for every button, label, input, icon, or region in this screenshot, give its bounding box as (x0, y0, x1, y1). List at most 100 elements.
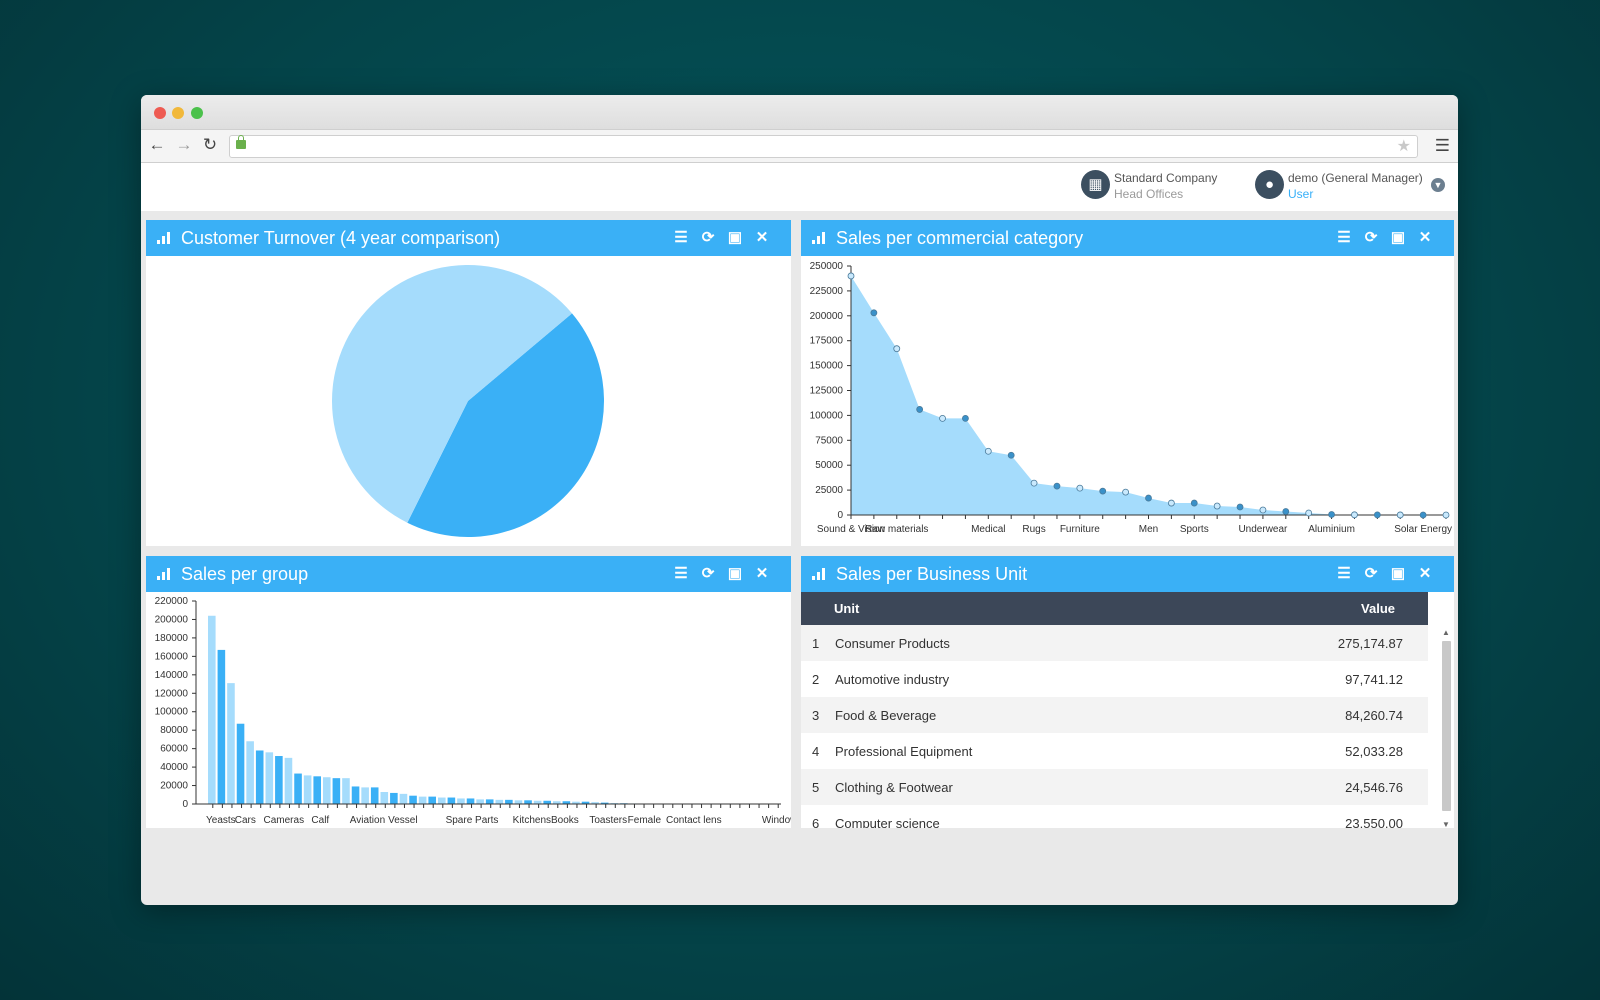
y-tick-label: 250000 (810, 261, 844, 272)
table-row[interactable]: 3 Food & Beverage 84,260.74 (801, 697, 1428, 733)
bar (380, 792, 389, 804)
bar (313, 776, 321, 804)
table-row[interactable]: 4 Professional Equipment 52,033.28 (801, 733, 1428, 769)
panel-title: Sales per Business Unit (836, 564, 1028, 584)
close-icon[interactable]: ✕ (755, 565, 769, 582)
bar (447, 797, 456, 804)
close-icon[interactable]: ✕ (755, 229, 769, 246)
bar-chart: 0 20000 40000 60000 80000 100000 120000 140000 1… (155, 596, 791, 826)
table-row[interactable]: 1 Consumer Products 275,174.87 (801, 625, 1428, 661)
x-tick-label: Underwear (1238, 524, 1288, 535)
close-icon[interactable]: ✕ (1418, 565, 1432, 582)
data-point (1305, 509, 1313, 517)
row-number: 5 (812, 779, 820, 795)
x-tick-label: Windows (762, 815, 791, 826)
pie-slice (407, 313, 604, 537)
maximize-icon[interactable]: ▣ (727, 229, 743, 246)
y-tick-label: 140000 (155, 670, 189, 681)
bar (418, 796, 427, 804)
y-tick-label: 225000 (810, 286, 844, 297)
bar (572, 801, 580, 804)
bar (342, 778, 350, 804)
bar (524, 800, 532, 804)
bar (361, 787, 369, 804)
x-tick-label: Furniture (1060, 524, 1100, 535)
address-bar[interactable]: ★ (229, 135, 1418, 158)
row-unit: Automotive industry (835, 671, 950, 687)
pie-chart (332, 264, 604, 537)
bar (466, 798, 475, 804)
scroll-up-icon[interactable]: ▲ (1442, 628, 1450, 637)
scroll-down-icon[interactable]: ▼ (1442, 820, 1450, 828)
x-tick-label: Men (1139, 524, 1158, 535)
row-number: 1 (812, 635, 820, 651)
hamburger-icon[interactable]: ☰ (674, 565, 688, 582)
maximize-icon[interactable]: ▣ (727, 565, 743, 582)
column-header-value[interactable]: Value (1361, 601, 1395, 616)
bar (438, 797, 446, 804)
bar (485, 799, 494, 804)
bar (390, 792, 398, 804)
data-point (984, 447, 992, 455)
table-row[interactable]: 6 Computer science 23,550.00 (801, 805, 1428, 828)
column-header-unit[interactable]: Unit (834, 601, 860, 616)
hamburger-icon[interactable]: ☰ (1337, 229, 1351, 246)
chevron-down-icon[interactable]: ▼ (1431, 178, 1445, 192)
table-header-row: Unit Value (801, 592, 1428, 625)
y-tick-label: 220000 (155, 596, 189, 607)
table-row[interactable]: 2 Automotive industry 97,741.12 (801, 661, 1428, 697)
data-point (1076, 484, 1084, 492)
y-tick-label: 120000 (155, 688, 189, 699)
panel-title: Customer Turnover (4 year comparison) (181, 228, 501, 248)
panel-header: Sales per group ☰ ⟳ ▣ ✕ (146, 556, 791, 592)
maximize-icon[interactable]: ▣ (1390, 229, 1406, 246)
table-row[interactable]: 5 Clothing & Footwear 24,546.76 (801, 769, 1428, 805)
bar (275, 756, 283, 804)
hamburger-icon[interactable]: ☰ (674, 229, 688, 246)
bar (591, 802, 599, 804)
maximize-icon[interactable]: ▣ (1390, 565, 1406, 582)
x-tick-label: Cars (235, 815, 256, 826)
data-point (1213, 502, 1221, 510)
hamburger-icon[interactable]: ☰ (1337, 565, 1351, 582)
data-point (916, 406, 924, 413)
business-unit-table: Unit Value 1 Consumer Products 275,174.8… (801, 592, 1428, 828)
reload-icon[interactable]: ↻ (202, 135, 218, 154)
scrollbar-thumb[interactable] (1442, 641, 1451, 811)
bar (476, 799, 484, 804)
row-number: 3 (812, 707, 820, 723)
bar (533, 800, 542, 804)
hamburger-icon[interactable]: ☰ (1434, 136, 1450, 155)
window-titlebar (141, 95, 1458, 129)
bar (294, 773, 302, 804)
y-tick-label: 25000 (815, 485, 843, 496)
data-point (1053, 482, 1061, 490)
row-unit: Computer science (835, 815, 940, 829)
data-point (893, 345, 901, 353)
company-branch: Head Offices (1114, 187, 1184, 201)
data-point (1030, 479, 1038, 487)
minimize-window-button[interactable] (172, 107, 184, 119)
refresh-icon[interactable]: ⟳ (1364, 229, 1378, 246)
maximize-window-button[interactable] (191, 107, 203, 119)
row-number: 6 (812, 815, 820, 829)
data-point (847, 272, 855, 280)
area-series (851, 275, 1446, 515)
close-window-button[interactable] (154, 107, 166, 119)
bar-chart-icon (812, 232, 826, 244)
refresh-icon[interactable]: ⟳ (701, 565, 715, 582)
refresh-icon[interactable]: ⟳ (1364, 565, 1378, 582)
bar (505, 799, 513, 804)
table-scrollbar[interactable]: ▲ ▼ (1440, 628, 1452, 828)
x-tick-label: Medical (971, 524, 1005, 535)
y-tick-label: 200000 (810, 311, 844, 322)
data-point (1328, 511, 1335, 518)
star-icon[interactable]: ★ (1396, 138, 1411, 155)
data-point (1351, 511, 1358, 519)
back-icon[interactable]: ← (148, 135, 166, 154)
forward-icon[interactable]: → (175, 135, 193, 154)
refresh-icon[interactable]: ⟳ (701, 229, 715, 246)
y-tick-label: 20000 (160, 781, 188, 792)
data-point (1282, 508, 1290, 515)
close-icon[interactable]: ✕ (1418, 229, 1432, 246)
